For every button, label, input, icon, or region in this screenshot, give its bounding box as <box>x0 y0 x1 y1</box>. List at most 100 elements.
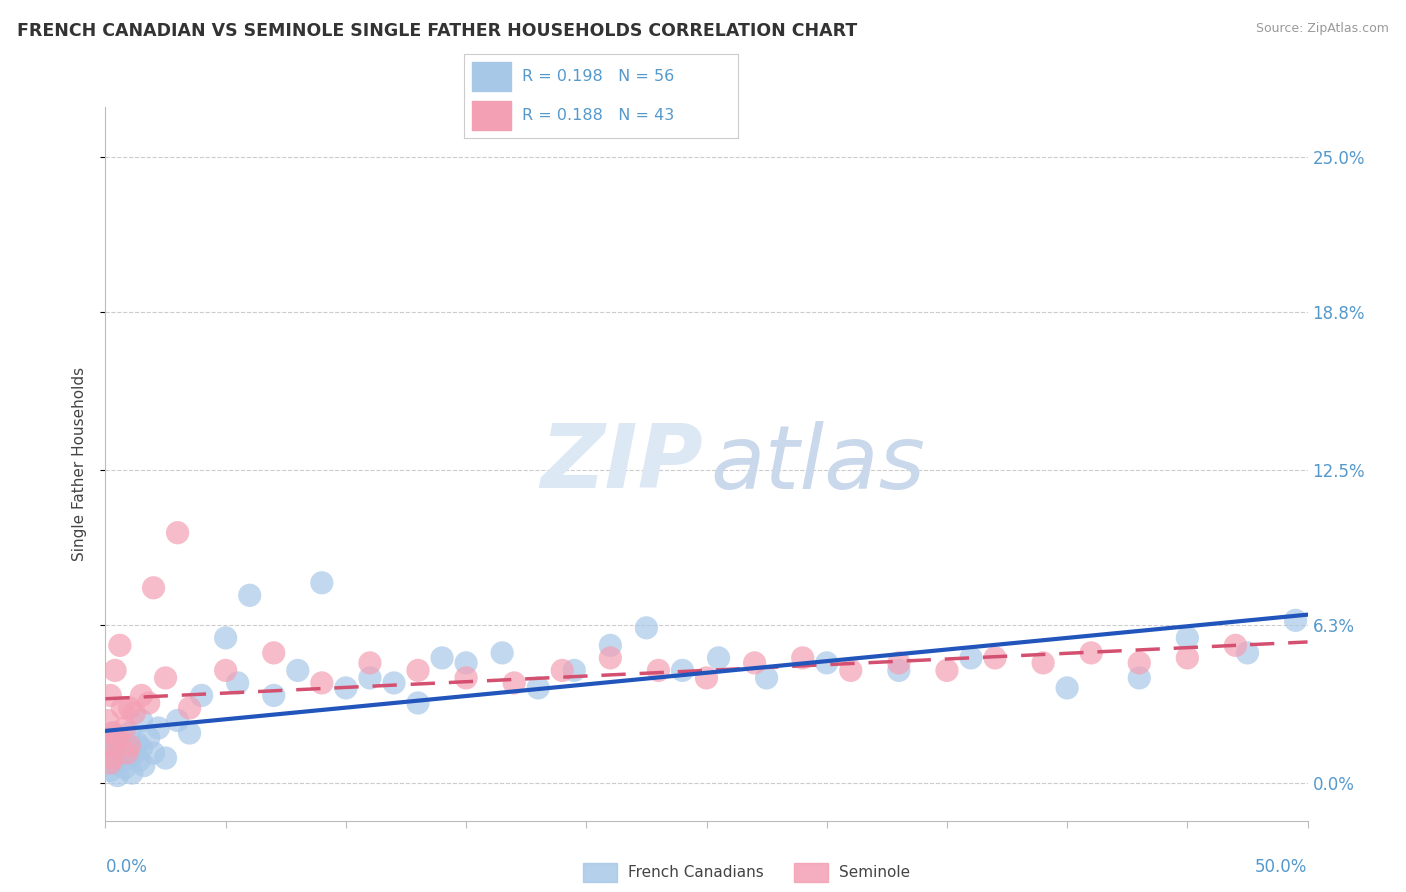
Point <box>696 671 718 685</box>
Point <box>1175 631 1198 645</box>
Point <box>118 701 141 715</box>
Text: atlas: atlas <box>710 421 925 507</box>
Point <box>107 739 129 753</box>
Point <box>111 701 134 715</box>
Point <box>671 664 693 678</box>
Text: Seminole: Seminole <box>839 865 911 880</box>
Point <box>155 671 177 685</box>
Text: 0.0%: 0.0% <box>105 858 148 876</box>
Point <box>707 651 730 665</box>
Point <box>1032 656 1054 670</box>
Text: Source: ZipAtlas.com: Source: ZipAtlas.com <box>1256 22 1389 36</box>
Point <box>131 689 153 703</box>
Point <box>128 754 150 768</box>
Point <box>1225 639 1247 653</box>
Point <box>311 676 333 690</box>
Point <box>1284 613 1306 627</box>
Point <box>101 726 124 740</box>
Point <box>263 689 285 703</box>
Point <box>1056 681 1078 695</box>
Point <box>382 676 405 690</box>
Point <box>115 746 138 760</box>
Point <box>166 714 188 728</box>
Point <box>107 731 129 745</box>
Point <box>1236 646 1258 660</box>
Point <box>98 731 121 745</box>
Point <box>101 726 124 740</box>
Point <box>179 726 201 740</box>
Point <box>108 731 131 745</box>
Point <box>97 746 120 760</box>
Point <box>503 676 526 690</box>
Point <box>1175 651 1198 665</box>
Point <box>1128 656 1150 670</box>
Point <box>98 689 121 703</box>
Point <box>744 656 766 670</box>
Point <box>97 739 120 753</box>
Point <box>104 756 127 770</box>
Point <box>138 696 160 710</box>
Point <box>226 676 249 690</box>
Point <box>647 664 669 678</box>
Point <box>359 656 381 670</box>
Point <box>406 664 429 678</box>
Point <box>148 721 170 735</box>
Point <box>551 664 574 678</box>
Point <box>335 681 357 695</box>
Y-axis label: Single Father Households: Single Father Households <box>72 367 87 561</box>
Point <box>111 746 134 760</box>
Point <box>98 756 121 770</box>
Text: 50.0%: 50.0% <box>1256 858 1308 876</box>
Point <box>311 575 333 590</box>
Point <box>239 588 262 602</box>
Point <box>190 689 212 703</box>
Point <box>138 731 160 745</box>
Point <box>101 751 124 765</box>
Point <box>527 681 550 695</box>
Point <box>1128 671 1150 685</box>
Point <box>430 651 453 665</box>
Point <box>98 764 121 778</box>
Point <box>118 751 141 765</box>
Text: FRENCH CANADIAN VS SEMINOLE SINGLE FATHER HOUSEHOLDS CORRELATION CHART: FRENCH CANADIAN VS SEMINOLE SINGLE FATHE… <box>17 22 858 40</box>
Point <box>118 739 141 753</box>
Point <box>114 721 136 735</box>
Point <box>108 639 131 653</box>
Point <box>179 701 201 715</box>
Text: R = 0.198   N = 56: R = 0.198 N = 56 <box>522 69 673 84</box>
Point <box>887 664 910 678</box>
Point <box>114 761 136 775</box>
Text: R = 0.188   N = 43: R = 0.188 N = 43 <box>522 108 673 123</box>
Text: French Canadians: French Canadians <box>628 865 765 880</box>
Text: ZIP: ZIP <box>540 420 703 508</box>
Point <box>125 736 148 750</box>
Point <box>131 741 153 756</box>
Point <box>97 714 120 728</box>
Point <box>142 746 165 760</box>
Point <box>792 651 814 665</box>
Point <box>636 621 658 635</box>
Point <box>454 671 477 685</box>
Point <box>1080 646 1102 660</box>
Point <box>263 646 285 660</box>
Point <box>960 651 983 665</box>
Point <box>131 714 153 728</box>
Point <box>142 581 165 595</box>
Point <box>132 758 155 772</box>
Point <box>124 706 146 720</box>
Point <box>454 656 477 670</box>
Point <box>107 768 129 782</box>
Point <box>562 664 585 678</box>
Point <box>406 696 429 710</box>
Point <box>124 746 146 760</box>
Point <box>359 671 381 685</box>
Point <box>984 651 1007 665</box>
Point <box>755 671 778 685</box>
Point <box>599 651 621 665</box>
Point <box>839 664 862 678</box>
Point <box>101 751 124 765</box>
Point <box>121 766 143 780</box>
Point <box>118 726 141 740</box>
Point <box>155 751 177 765</box>
Bar <box>472 101 510 130</box>
